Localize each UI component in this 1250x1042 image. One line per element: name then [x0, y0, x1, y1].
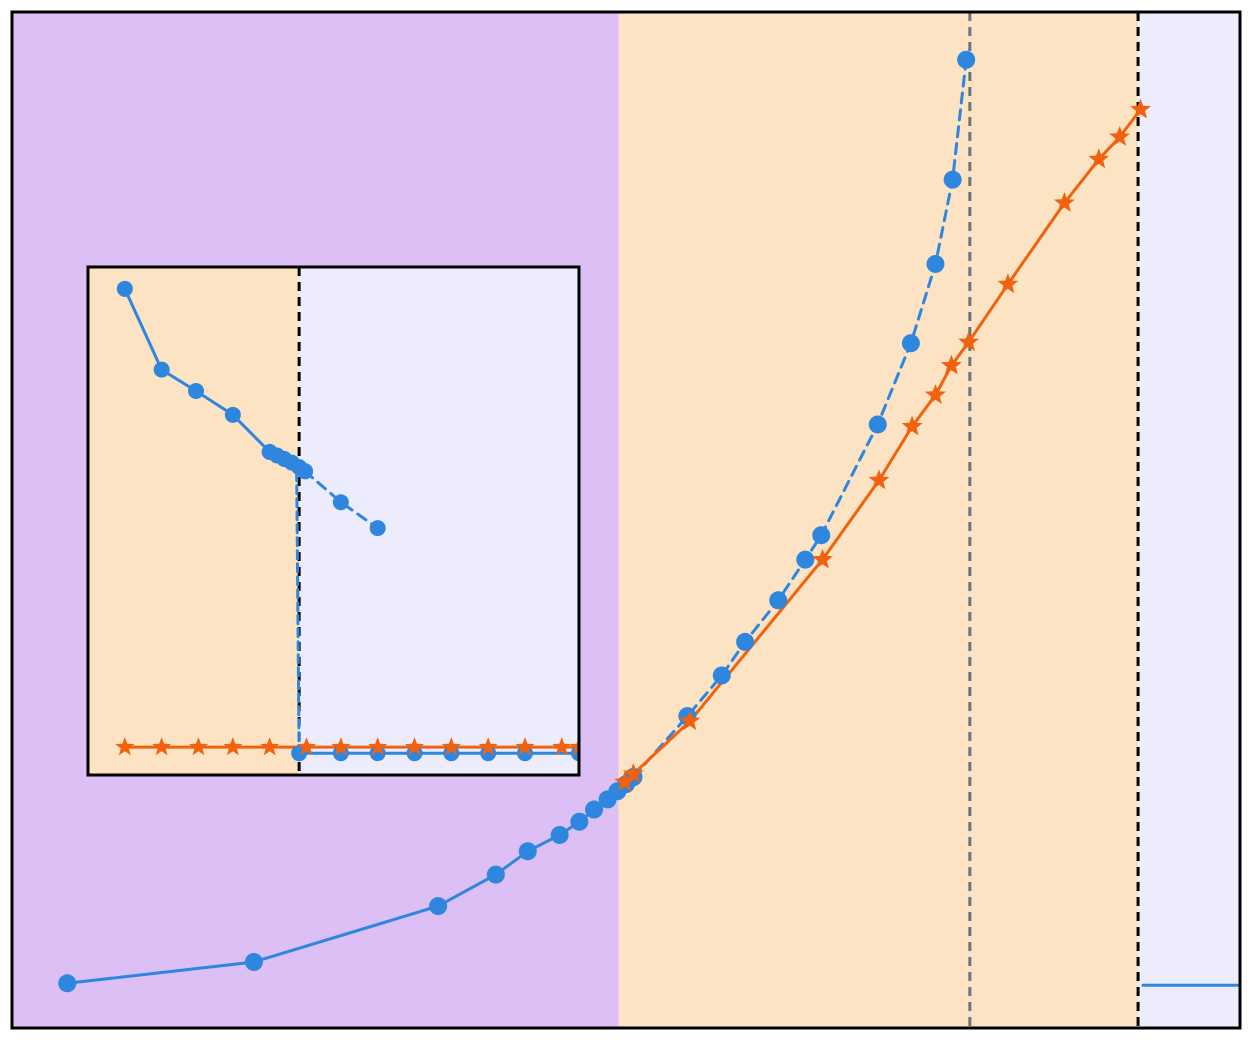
main-region-c [1138, 12, 1240, 1028]
main-series-blue-point-2 [429, 897, 447, 915]
main-series-blue-dashed-point-5 [796, 551, 814, 569]
inset-series-blue-dashed-point-1 [333, 494, 349, 510]
inset-series-blue-point-0 [117, 281, 133, 297]
main-series-blue-dashed-point-3 [736, 633, 754, 651]
main-series-blue-dashed-point-2 [713, 666, 731, 684]
inset-inset-region-right [299, 267, 579, 775]
inset-series-blue-dashed-point-2 [370, 520, 386, 536]
main-region-b [619, 12, 1138, 1028]
inset-series-blue-point-1 [154, 362, 170, 378]
inset-series-blue-point-3 [225, 407, 241, 423]
main-series-blue-point-1 [245, 953, 263, 971]
main-series-blue-point-4 [519, 842, 537, 860]
inset-series-blue-dashed-point-0 [297, 463, 313, 479]
inset-series-blue-point-2 [188, 383, 204, 399]
main-series-blue-point-0 [58, 974, 76, 992]
main-series-blue-point-3 [487, 866, 505, 884]
main-series-blue-dashed-point-10 [944, 171, 962, 189]
main-series-blue-dashed-point-4 [769, 591, 787, 609]
main-series-blue-point-5 [551, 826, 569, 844]
inset-plot [88, 267, 589, 775]
main-series-blue-dashed-point-8 [902, 334, 920, 352]
main-series-blue-dashed-point-9 [926, 255, 944, 273]
inset-inset-region-left [88, 267, 299, 775]
main-series-blue-dashed-point-6 [812, 526, 830, 544]
main-series-blue-point-6 [570, 813, 588, 831]
main-series-blue-dashed-point-11 [957, 51, 975, 69]
main-series-blue-dashed-point-7 [869, 415, 887, 433]
